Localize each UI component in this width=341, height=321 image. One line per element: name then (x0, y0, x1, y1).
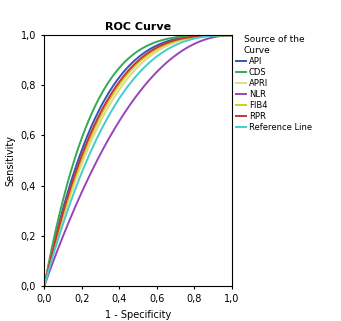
APRI (157, 48, 161, 52)
API (201, 34, 205, 38)
APRI (212, 34, 216, 38)
Reference Line (157, 53, 161, 57)
FIB4 (43, 281, 47, 285)
APRI (42, 284, 46, 288)
Line: Reference Line: Reference Line (44, 35, 232, 286)
Reference Line (153, 56, 158, 59)
Line: FIB4: FIB4 (44, 35, 232, 286)
Reference Line (230, 33, 234, 37)
RPR (212, 33, 216, 37)
APRI (230, 33, 234, 37)
API (42, 284, 46, 288)
FIB4 (157, 46, 161, 49)
RPR (42, 284, 46, 288)
API (43, 281, 47, 285)
Line: NLR: NLR (44, 35, 232, 286)
FIB4 (42, 284, 46, 288)
APRI (154, 50, 158, 54)
RPR (43, 281, 47, 285)
Line: API: API (44, 35, 232, 286)
APRI (201, 34, 205, 38)
API (230, 33, 234, 37)
Y-axis label: Sensitivity: Sensitivity (5, 135, 15, 186)
NLR (154, 71, 158, 75)
FIB4 (153, 48, 158, 51)
FIB4 (201, 34, 205, 38)
Legend: API, CDS, APRI, NLR, FIB4, RPR, Reference Line: API, CDS, APRI, NLR, FIB4, RPR, Referenc… (236, 35, 312, 132)
CDS (42, 284, 46, 288)
APRI (43, 281, 47, 285)
RPR (230, 33, 234, 37)
NLR (201, 39, 205, 42)
NLR (157, 68, 161, 72)
NLR (230, 33, 234, 37)
Reference Line (154, 55, 158, 59)
NLR (212, 35, 216, 39)
Reference Line (201, 35, 205, 39)
API (212, 33, 216, 37)
Line: APRI: APRI (44, 35, 232, 286)
X-axis label: 1 - Specificity: 1 - Specificity (105, 309, 171, 320)
FIB4 (154, 47, 158, 51)
CDS (201, 33, 205, 37)
API (154, 44, 158, 48)
Line: RPR: RPR (44, 35, 232, 286)
CDS (153, 40, 158, 44)
CDS (230, 33, 234, 37)
Reference Line (212, 34, 216, 38)
CDS (43, 281, 47, 284)
RPR (157, 44, 161, 48)
FIB4 (230, 33, 234, 37)
NLR (153, 72, 158, 75)
FIB4 (212, 33, 216, 37)
CDS (212, 33, 216, 37)
NLR (43, 282, 47, 286)
NLR (42, 284, 46, 288)
API (153, 44, 158, 48)
CDS (154, 40, 158, 44)
RPR (153, 46, 158, 50)
RPR (201, 34, 205, 38)
CDS (157, 39, 161, 43)
Reference Line (42, 284, 46, 288)
API (157, 42, 161, 46)
Title: ROC Curve: ROC Curve (105, 22, 171, 32)
APRI (153, 50, 158, 54)
RPR (154, 46, 158, 50)
Reference Line (43, 282, 47, 285)
Line: CDS: CDS (44, 35, 232, 286)
